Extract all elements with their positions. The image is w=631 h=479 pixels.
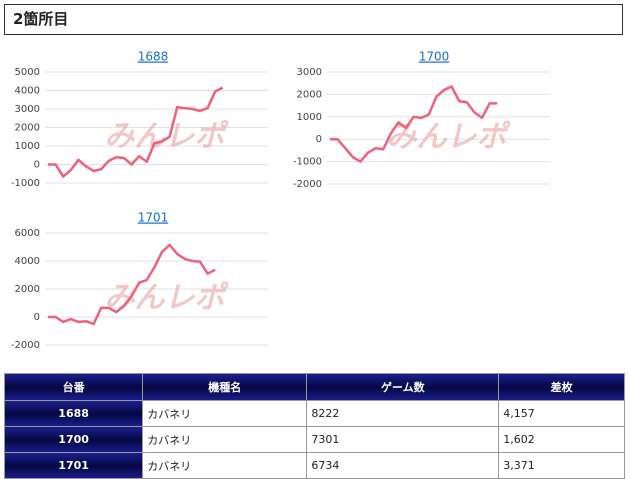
y-tick-label: 3000 [15,104,40,115]
y-tick-label: 4000 [15,256,40,267]
y-tick-label: -2000 [11,340,40,351]
table-cell: 1,602 [498,426,625,453]
column-header: 機種名 [142,373,308,401]
y-tick-label: 0 [34,312,40,323]
watermark: みんレポ [387,120,512,155]
table-cell: 1688 [3,400,144,427]
line [48,243,216,326]
column-header: 台番 [3,373,144,401]
y-tick-label: 0 [34,160,40,171]
table-cell: カバネリ [142,400,308,427]
column-header: ゲーム数 [306,373,500,401]
y-tick-label: 4000 [15,86,40,97]
y-tick-label: -1000 [11,178,40,189]
chart-title[interactable]: 1700 [419,50,450,64]
column-header: 差枚 [498,373,625,401]
table-cell: 1701 [3,452,144,479]
y-tick-label: -1000 [293,157,322,168]
table-cell: カバネリ [142,426,308,453]
table-cell: カバネリ [142,452,308,479]
table-row: 1701 カバネリ 6734 3,371 [3,452,625,479]
y-tick-label: 2000 [297,89,322,100]
watermark: みんレポ [105,281,230,316]
table-header: 台番 機種名 ゲーム数 差枚 [3,373,625,401]
data-table: 台番 機種名 ゲーム数 差枚 1688 カバネリ 8222 4,157 1700 カバネリ 7301… [3,373,625,479]
table-cell: 6734 [306,452,500,479]
y-tick-label: 6000 [15,228,40,239]
y-tick-label: 0 [316,134,322,145]
line [48,86,224,178]
y-tick-label: 2000 [15,284,40,295]
table-body: 1688 カバネリ 8222 4,157 1700 カバネリ 7301 1,602 1701 カバ… [3,400,625,479]
table-cell: 7301 [306,426,500,453]
chart-title[interactable]: 1701 [138,211,169,225]
section-title: 2箇所目 [4,4,623,35]
y-tick-label: -2000 [293,179,322,190]
y-tick-label: 2000 [15,123,40,134]
table-cell: 3,371 [498,452,625,479]
table-cell: 1700 [3,426,144,453]
y-tick-label: 1000 [15,141,40,152]
charts: 1688 -1000 0 1000 2000 3000 4000 5000 みんレポ 1700 -2… [11,50,550,351]
y-tick-label: 1000 [297,112,322,123]
table-row: 1700 カバネリ 7301 1,602 [3,426,625,453]
y-tick-label: 5000 [15,67,40,78]
table-row: 1688 カバネリ 8222 4,157 [3,400,625,427]
line [330,85,498,163]
y-tick-label: 3000 [297,67,322,78]
table-cell: 4,157 [498,400,625,427]
table-cell: 8222 [306,400,500,427]
watermark: みんレポ [105,119,230,154]
chart-title[interactable]: 1688 [138,50,169,64]
